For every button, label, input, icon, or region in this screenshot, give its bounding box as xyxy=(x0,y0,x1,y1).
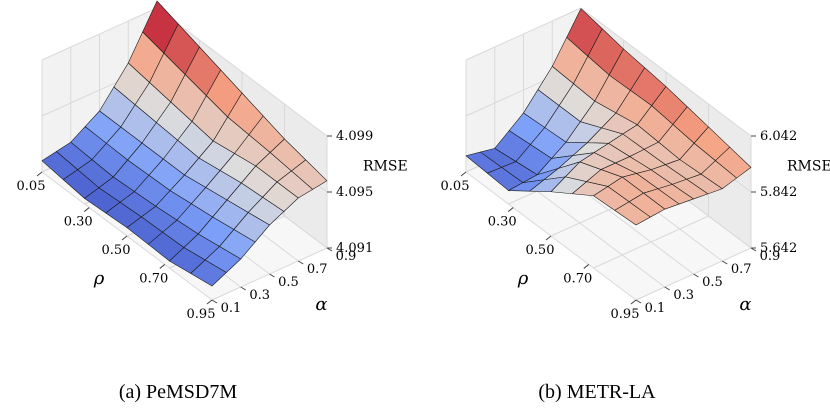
x-tick-mark xyxy=(460,171,467,177)
grid-line xyxy=(41,7,158,61)
x-tick-label: 0.50 xyxy=(526,243,555,258)
y-tick-mark xyxy=(211,299,218,304)
y-tick-label: 0.7 xyxy=(307,262,328,277)
z-tick-label: 4.095 xyxy=(336,185,373,200)
x-tick-mark xyxy=(159,264,166,269)
y-tick-mark xyxy=(240,286,247,291)
z-tick-label: 5.842 xyxy=(760,185,797,200)
x-tick-mark xyxy=(36,171,43,177)
y-tick-label: 0.9 xyxy=(336,249,357,264)
x-tick-mark xyxy=(121,235,128,241)
x-tick-mark xyxy=(507,207,514,212)
surface-patch xyxy=(614,201,651,226)
x-tick-mark xyxy=(545,235,552,241)
x-tick-mark xyxy=(630,299,637,305)
chart-metr-la: 0.05 0.30 0.50 0.70 0.95 0.1 0.3 0.5 0.7 0.95.642… xyxy=(441,7,830,403)
z-tick-label: 4.091 xyxy=(336,241,373,256)
y-tick-label: 0.7 xyxy=(731,262,752,277)
grid-line xyxy=(593,215,709,269)
y-tick-label: 0.3 xyxy=(249,288,270,303)
x-tick-label: 0.50 xyxy=(102,243,131,258)
chart-caption: (a) PeMSD7M xyxy=(119,381,238,403)
z-axis-label: RMSE xyxy=(363,158,408,174)
grid-line xyxy=(580,7,752,137)
y-axis-label: α xyxy=(739,294,751,315)
y-tick-label: 0.5 xyxy=(278,275,299,290)
z-tick-label: 6.042 xyxy=(760,129,797,144)
y-axis-label: α xyxy=(315,294,327,315)
y-tick-label: 0.3 xyxy=(673,288,694,303)
x-tick-mark xyxy=(583,264,590,269)
z-axis-label: RMSE xyxy=(787,158,830,174)
x-tick-label: 0.70 xyxy=(563,271,592,286)
x-tick-label: 0.30 xyxy=(488,215,517,230)
chart-caption: (b) METR-LA xyxy=(538,381,656,403)
y-tick-label: 0.9 xyxy=(760,249,781,264)
x-tick-mark xyxy=(206,299,213,305)
x-axis-label: ρ xyxy=(517,268,529,289)
x-tick-label: 0.95 xyxy=(611,307,640,322)
x-tick-label: 0.30 xyxy=(64,215,93,230)
y-tick-label: 0.1 xyxy=(221,301,242,316)
x-axis-label: ρ xyxy=(93,268,105,289)
x-tick-label: 0.05 xyxy=(441,179,470,194)
y-tick-label: 0.1 xyxy=(645,301,666,316)
y-tick-mark xyxy=(664,286,671,291)
surface xyxy=(41,0,328,287)
x-tick-label: 0.05 xyxy=(17,179,46,194)
y-tick-mark xyxy=(721,260,728,265)
grid-line xyxy=(156,7,328,137)
z-tick-label: 4.099 xyxy=(336,129,373,144)
y-tick-mark xyxy=(635,299,642,304)
surface-patch xyxy=(190,259,227,287)
y-tick-label: 0.5 xyxy=(702,275,723,290)
x-tick-label: 0.95 xyxy=(187,307,216,322)
surface xyxy=(465,8,752,226)
chart-pemsd7m: 0.05 0.30 0.50 0.70 0.95 0.1 0.3 0.5 0.7 0.94.091… xyxy=(17,0,408,403)
y-tick-mark xyxy=(693,273,699,278)
x-tick-label: 0.70 xyxy=(139,271,168,286)
grid-line xyxy=(465,7,582,61)
x-tick-mark xyxy=(83,207,90,212)
y-tick-mark xyxy=(269,273,275,278)
y-tick-mark xyxy=(297,260,304,265)
z-tick-label: 5.642 xyxy=(760,241,797,256)
